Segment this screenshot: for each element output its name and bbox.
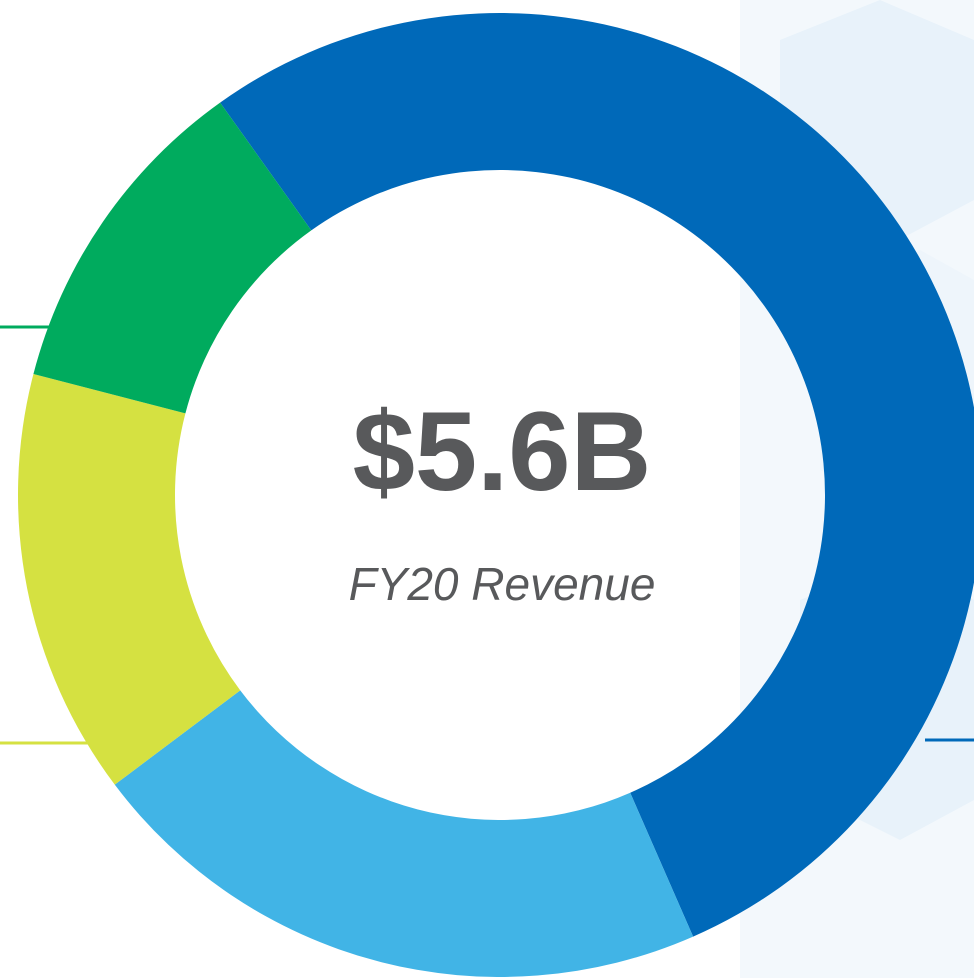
donut-slice [18,373,241,785]
center-value: $5.6B [353,389,652,514]
donut-slice [220,13,974,937]
center-label: FY20 Revenue [349,558,656,610]
donut-slice [33,102,312,414]
slices [18,13,974,977]
donut-slice [114,690,694,977]
